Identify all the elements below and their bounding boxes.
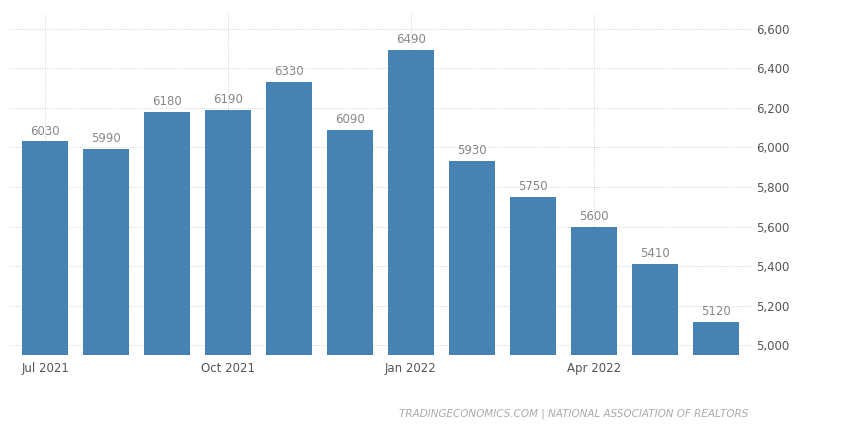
Text: TRADINGECONOMICS.COM | NATIONAL ASSOCIATION OF REALTORS: TRADINGECONOMICS.COM | NATIONAL ASSOCIAT… bbox=[398, 409, 748, 419]
Bar bbox=[693, 321, 739, 428]
Text: 6030: 6030 bbox=[30, 125, 60, 137]
Bar bbox=[22, 142, 68, 428]
Text: 5930: 5930 bbox=[457, 144, 486, 158]
Bar bbox=[388, 51, 433, 428]
Bar bbox=[144, 112, 190, 428]
Text: 5750: 5750 bbox=[518, 180, 548, 193]
Text: 5120: 5120 bbox=[701, 305, 731, 318]
Bar bbox=[83, 149, 129, 428]
Text: 6330: 6330 bbox=[274, 65, 304, 78]
Bar bbox=[510, 197, 556, 428]
Bar bbox=[449, 161, 495, 428]
Text: 6190: 6190 bbox=[213, 93, 243, 106]
Text: 6090: 6090 bbox=[335, 113, 365, 126]
Text: 6490: 6490 bbox=[396, 33, 426, 47]
Bar bbox=[571, 226, 616, 428]
Text: 5990: 5990 bbox=[91, 132, 121, 146]
Bar bbox=[327, 130, 373, 428]
Text: 5600: 5600 bbox=[579, 210, 609, 223]
Bar bbox=[205, 110, 251, 428]
Text: 6180: 6180 bbox=[152, 95, 182, 108]
Text: 5410: 5410 bbox=[640, 247, 669, 260]
Bar bbox=[632, 264, 678, 428]
Bar bbox=[266, 82, 312, 428]
